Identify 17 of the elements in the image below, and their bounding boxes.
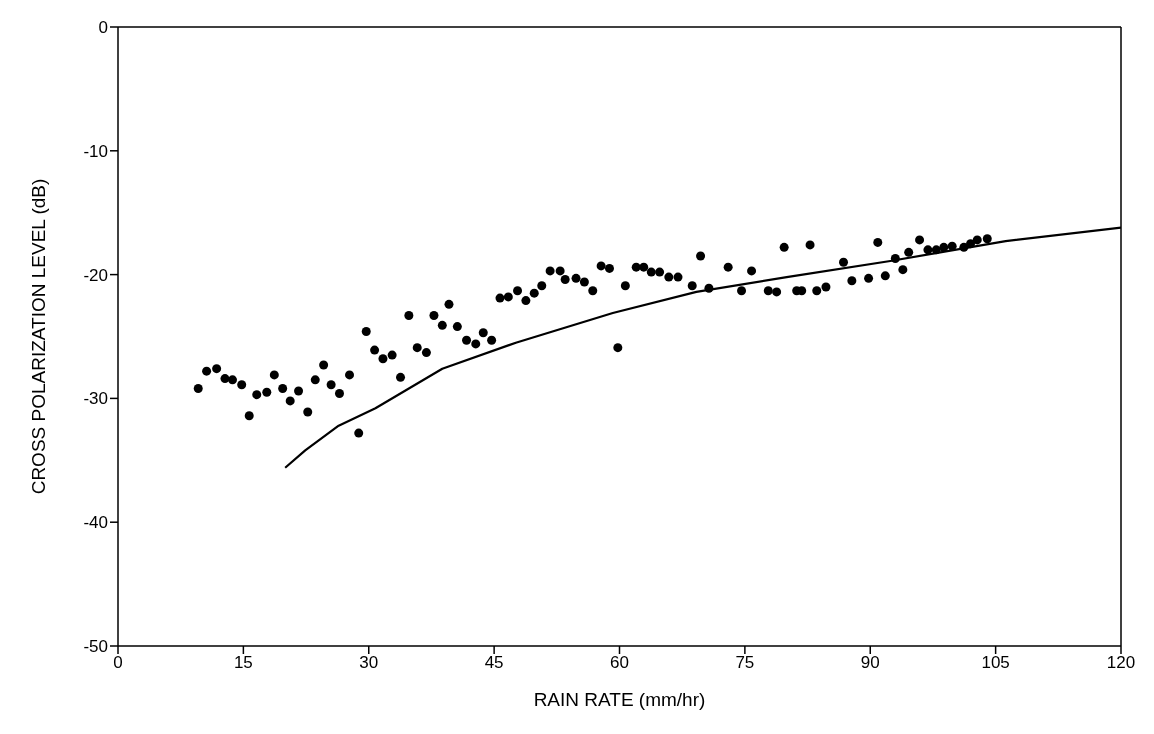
x-tick-label: 75: [735, 653, 755, 673]
x-tick-label: 45: [484, 653, 504, 673]
x-axis-title: RAIN RATE (mm/hr): [533, 689, 706, 710]
y-tick-label: -30: [83, 389, 108, 409]
y-tick-label: -10: [83, 141, 108, 161]
x-tick-label: 60: [610, 653, 629, 673]
y-axis-title: CROSS POLARIZATION LEVEL (dB): [27, 178, 49, 495]
x-tick-label: 105: [981, 653, 1010, 673]
y-tick-label: 0: [98, 18, 108, 38]
x-tick-label: 120: [1106, 653, 1136, 673]
y-tick-label: -50: [83, 637, 108, 657]
x-tick-label: 30: [359, 653, 379, 673]
x-tick-label: 90: [860, 653, 880, 673]
y-tick-label: -40: [83, 513, 108, 533]
x-tick-label: 15: [233, 653, 253, 673]
x-tick-label: 0: [113, 653, 123, 673]
y-tick-label: -20: [83, 265, 108, 285]
